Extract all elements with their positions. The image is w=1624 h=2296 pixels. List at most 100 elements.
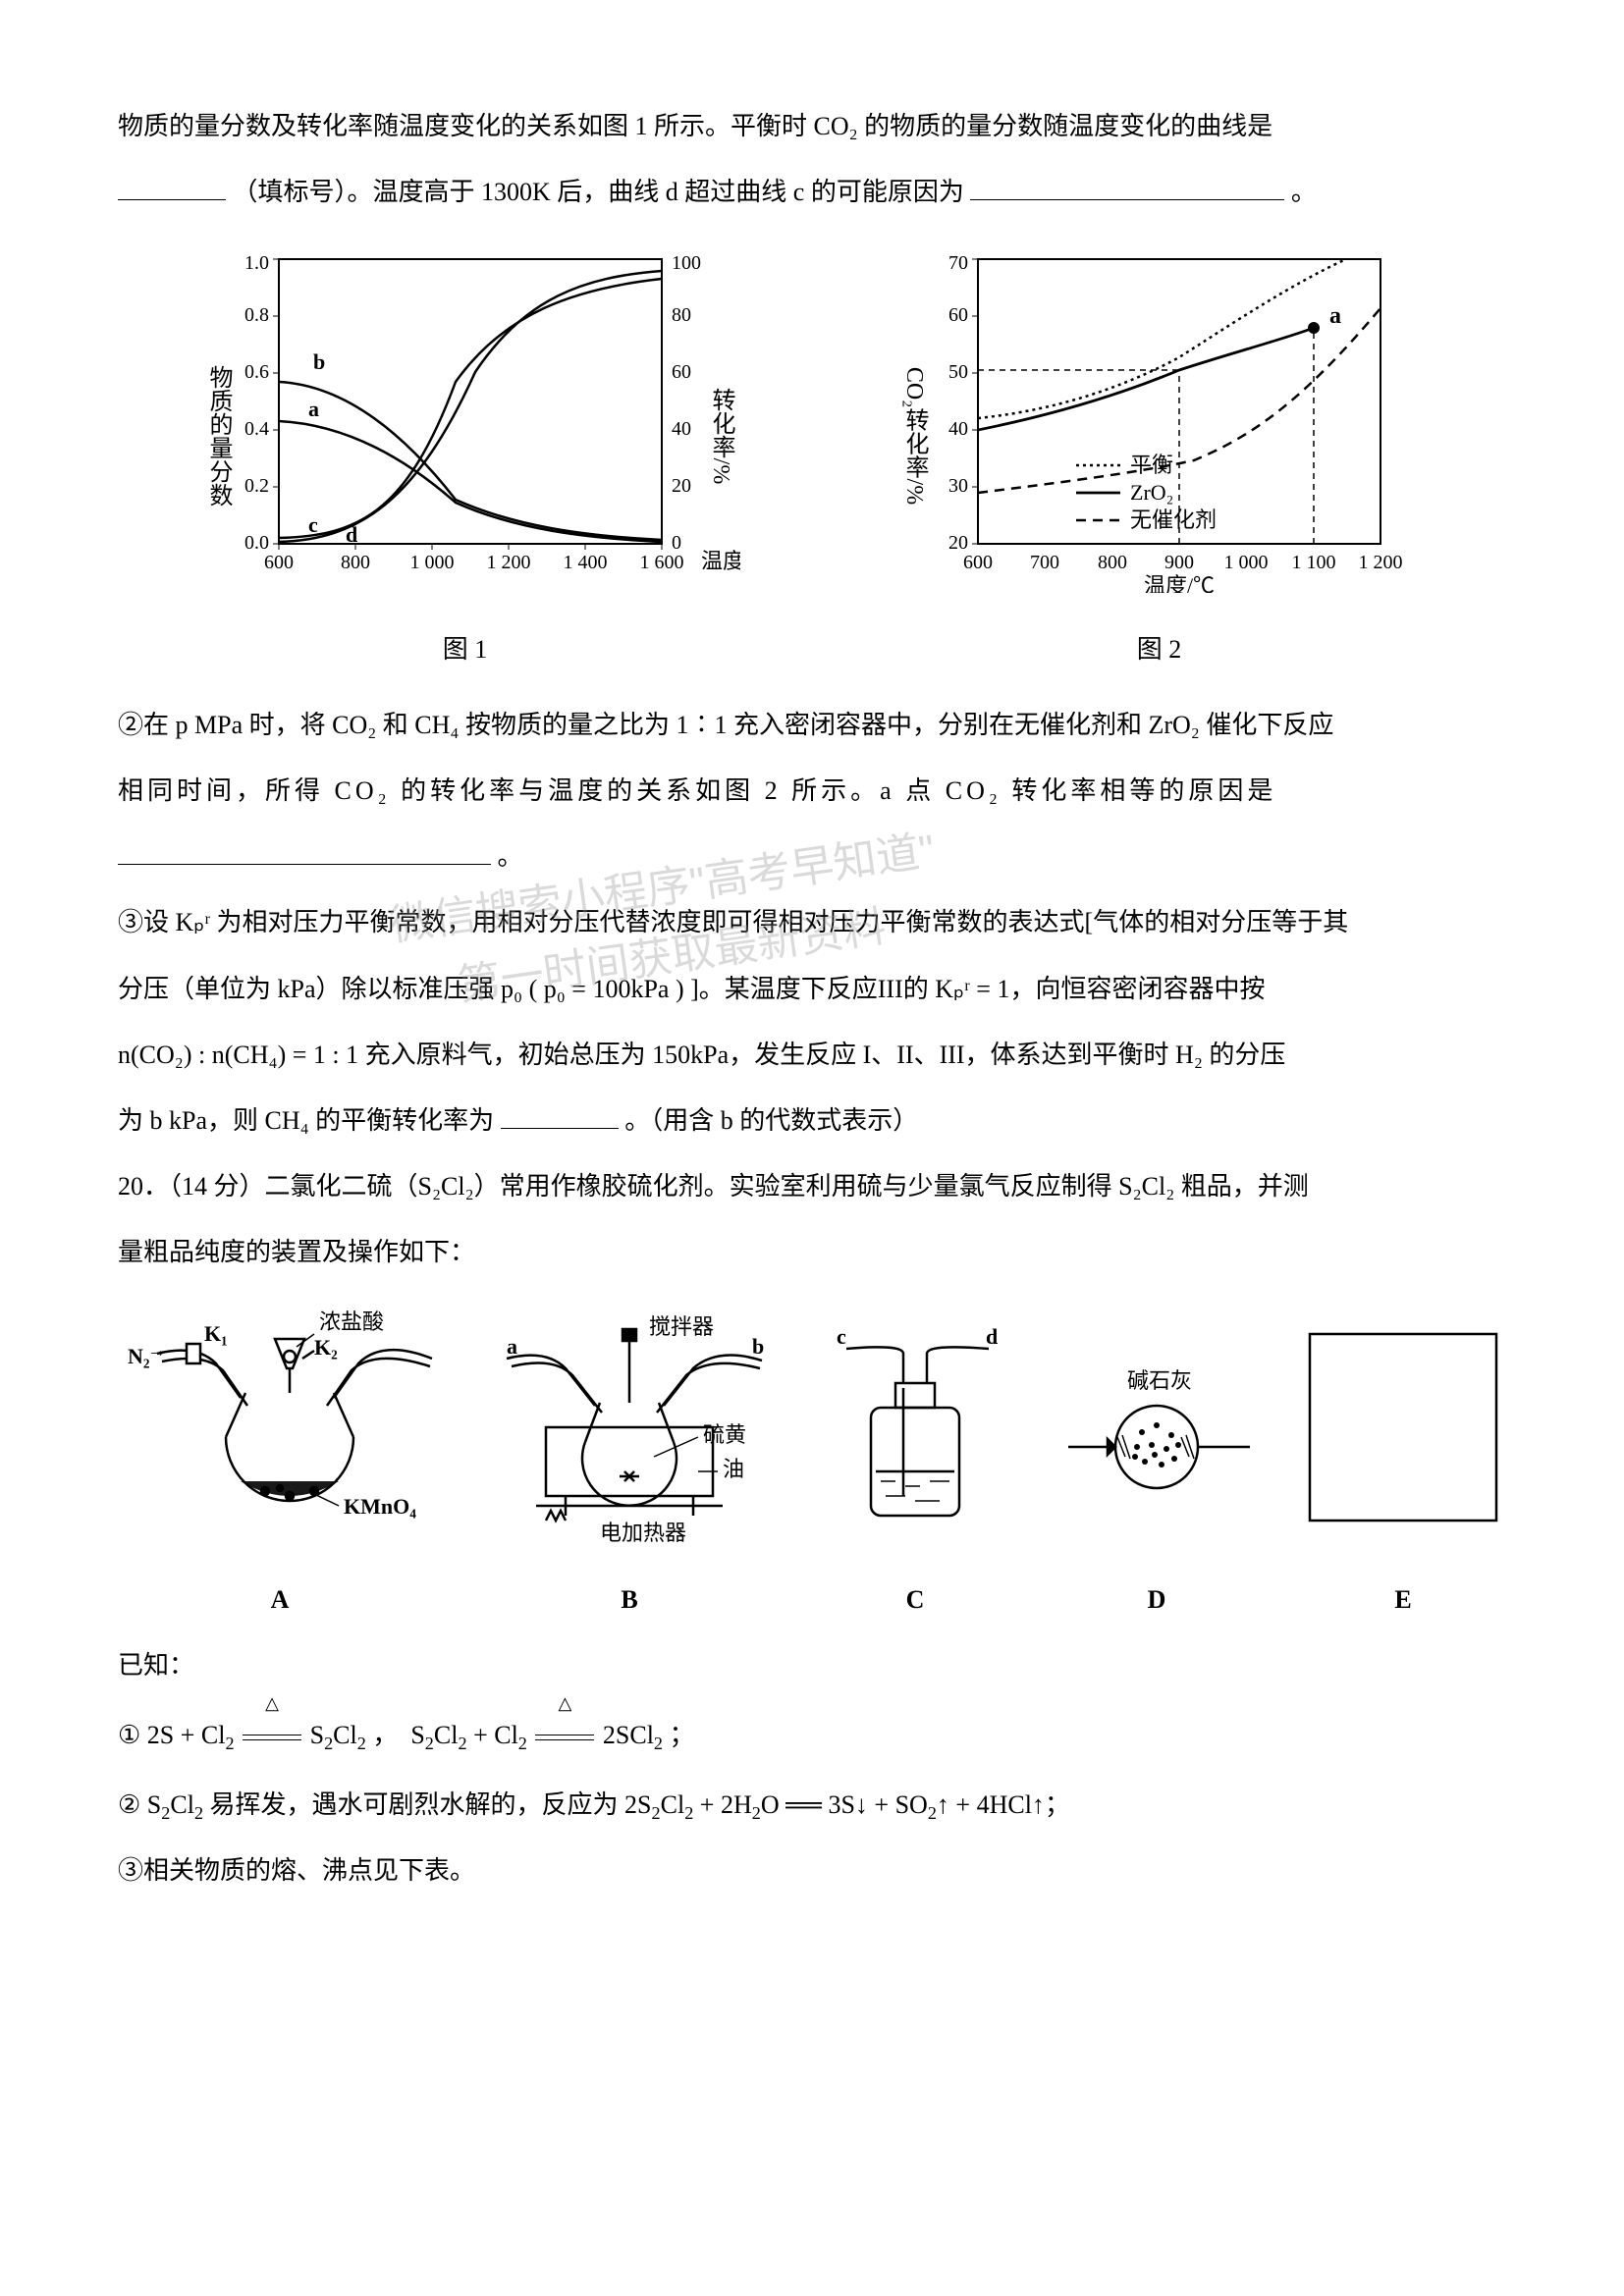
figure-2-block: 600700 800900 1 0001 100 1 200 2030 4050…	[885, 240, 1435, 676]
svg-text:1 200: 1 200	[486, 552, 530, 573]
apparatus-c-svg: c d	[817, 1300, 1013, 1545]
blank-1	[118, 169, 226, 200]
svg-text:70: 70	[948, 252, 968, 274]
svg-text:d: d	[346, 522, 357, 547]
para-2b: 相同时间，所得 CO₂ 的转化率与温度的关系如图 2 所示。a 点 CO₂ 转化…	[118, 763, 1506, 819]
svg-text:80: 80	[672, 304, 691, 326]
svg-text:电加热器: 电加热器	[600, 1521, 686, 1545]
fig1-y1label: 物质的量分数	[205, 365, 233, 507]
svg-text:K₂: K₂	[314, 1335, 338, 1360]
known-2: ② S2Cl2 易挥发，遇水可剧烈水解的，反应为 2S2Cl2 + 2H2O ═…	[118, 1777, 1506, 1833]
svg-text:100: 100	[672, 252, 701, 274]
blank-4	[501, 1097, 619, 1129]
q20-intro2-text: 量粗品纯度的装置及操作如下：	[118, 1238, 475, 1266]
intro-text: 物质的量分数及转化率随温度变化的关系如图 1 所示。平衡时 CO₂ 的物质的量分…	[118, 112, 1272, 140]
svg-text:1 600: 1 600	[639, 552, 683, 573]
para-2a: ②在 p MPa 时，将 CO₂ 和 CH₄ 按物质的量之比为 1∶1 充入密闭…	[118, 697, 1506, 753]
svg-text:20: 20	[672, 475, 691, 497]
apparatus-d-label: D	[1049, 1572, 1265, 1628]
svg-text:0.2: 0.2	[244, 475, 269, 497]
known-1: ① 2S + Cl2 S2Cl2 ， S2Cl2 + Cl2 2SCl2 ；	[118, 1703, 1506, 1767]
fig2-ylabel: CO₂转化率/%	[901, 367, 929, 505]
svg-text:a: a	[308, 397, 319, 421]
svg-text:0.4: 0.4	[244, 418, 269, 440]
svg-text:KMnO₄: KMnO₄	[344, 1494, 416, 1519]
svg-text:平衡: 平衡	[1130, 453, 1173, 477]
svg-text:b: b	[752, 1334, 764, 1359]
apparatus-b-svg: a b 搅拌器 硫黄 油 电加热器	[477, 1300, 782, 1545]
svg-text:600: 600	[963, 552, 993, 573]
svg-text:搅拌器: 搅拌器	[649, 1314, 714, 1339]
para-3a: ③设 Kₚʳ 为相对压力平衡常数，用相对分压代替浓度即可得相对压力平衡常数的表达…	[118, 894, 1506, 950]
svg-text:1 100: 1 100	[1291, 552, 1335, 573]
para-3b: 分压（单位为 kPa）除以标准压强 p₀ ( p₀ = 100kPa ) ]。某…	[118, 961, 1506, 1017]
svg-text:c: c	[308, 512, 318, 537]
para-3d-b-text: 。（用含 b 的代数式表示）	[624, 1106, 918, 1135]
apparatus-b: a b 搅拌器 硫黄 油 电加热器 B	[477, 1300, 782, 1627]
svg-text:1 200: 1 200	[1358, 552, 1402, 573]
para-2a-text: ②在 p MPa 时，将 CO₂ 和 CH₄ 按物质的量之比为 1∶1 充入密闭…	[118, 711, 1333, 739]
svg-text:40: 40	[948, 418, 968, 440]
para-3d-a-text: 为 b kPa，则 CH₄ 的平衡转化率为	[118, 1106, 494, 1135]
svg-text:700: 700	[1030, 552, 1059, 573]
svg-text:浓盐酸: 浓盐酸	[319, 1309, 384, 1334]
apparatus-e-label: E	[1300, 1572, 1506, 1628]
svg-text:ZrO₂: ZrO₂	[1130, 480, 1173, 505]
blank-2	[970, 169, 1284, 200]
q20-intro: 20．（14 分）二氯化二硫（S₂Cl₂）常用作橡胶硫化剂。实验室利用硫与少量氯…	[118, 1158, 1506, 1214]
q20-intro2: 量粗品纯度的装置及操作如下：	[118, 1224, 1506, 1280]
svg-text:0: 0	[672, 532, 681, 554]
blank-3	[118, 833, 491, 865]
svg-text:K₁: K₁	[204, 1321, 228, 1346]
figure-2-chart: 600700 800900 1 0001 100 1 200 2030 4050…	[885, 240, 1435, 593]
svg-text:无催化剂: 无催化剂	[1130, 507, 1217, 532]
para-3d: 为 b kPa，则 CH₄ 的平衡转化率为 。（用含 b 的代数式表示）	[118, 1093, 1506, 1148]
known-3-text: ③相关物质的熔、沸点见下表。	[118, 1856, 475, 1885]
apparatus-d: 碱石灰 D	[1049, 1300, 1265, 1627]
svg-text:0.8: 0.8	[244, 304, 269, 326]
apparatus-d-svg: 碱石灰	[1049, 1300, 1265, 1545]
svg-text:50: 50	[948, 361, 968, 383]
figure-1-caption: 图 1	[190, 621, 740, 677]
para-2b-text: 相同时间，所得 CO₂ 的转化率与温度的关系如图 2 所示。a 点 CO₂ 转化…	[118, 776, 1276, 805]
figures-row: 600 800 1 000 1 200 1 400 1 600 0.0 0.2 …	[118, 240, 1506, 676]
figure-1-chart: 600 800 1 000 1 200 1 400 1 600 0.0 0.2 …	[190, 240, 740, 593]
svg-text:碱石灰: 碱石灰	[1127, 1368, 1192, 1393]
known-label: 已知：	[118, 1637, 1506, 1693]
apparatus-c-label: C	[817, 1572, 1013, 1628]
apparatus-a-label: A	[118, 1572, 442, 1628]
figure-1-block: 600 800 1 000 1 200 1 400 1 600 0.0 0.2 …	[190, 240, 740, 676]
svg-text:60: 60	[948, 304, 968, 326]
svg-text:600: 600	[264, 552, 294, 573]
svg-text:20: 20	[948, 532, 968, 554]
svg-text:40: 40	[672, 418, 691, 440]
svg-text:c: c	[837, 1324, 846, 1349]
apparatus-e: E	[1300, 1300, 1506, 1627]
svg-text:900: 900	[1164, 552, 1194, 573]
svg-text:a: a	[507, 1334, 517, 1359]
apparatus-c: c d C	[817, 1300, 1013, 1627]
apparatus-row: N₂ → K₁ K₂ 浓盐酸 KMnO₄ A	[118, 1300, 1506, 1627]
intro-text-2a: （填标号）。温度高于 1300K 后，曲线 d 超过曲线 c 的可能原因为	[233, 178, 964, 206]
para-3b-text: 分压（单位为 kPa）除以标准压强 p₀ ( p₀ = 100kPa ) ]。某…	[118, 975, 1265, 1003]
para-3a-text: ③设 Kₚʳ 为相对压力平衡常数，用相对分压代替浓度即可得相对压力平衡常数的表达…	[118, 908, 1348, 936]
known-3: ③相关物质的熔、沸点见下表。	[118, 1842, 1506, 1898]
fig1-xlabel: 温度	[701, 549, 740, 573]
apparatus-a: N₂ → K₁ K₂ 浓盐酸 KMnO₄ A	[118, 1300, 442, 1627]
intro-paragraph: 物质的量分数及转化率随温度变化的关系如图 1 所示。平衡时 CO₂ 的物质的量分…	[118, 98, 1506, 154]
svg-text:油: 油	[723, 1457, 744, 1481]
apparatus-e-svg	[1300, 1300, 1506, 1545]
para-2c-end: 。	[498, 842, 523, 871]
intro-text-2b: 。	[1291, 178, 1317, 206]
svg-text:b: b	[313, 349, 325, 374]
svg-text:→: →	[147, 1340, 167, 1362]
para-2c: 。	[118, 828, 1506, 884]
svg-text:60: 60	[672, 361, 691, 383]
fig1-y2label: 转化率/%	[708, 388, 735, 485]
svg-text:0.6: 0.6	[244, 361, 269, 383]
apparatus-a-svg: N₂ → K₁ K₂ 浓盐酸 KMnO₄	[118, 1300, 442, 1545]
known-label-text: 已知：	[118, 1651, 194, 1680]
q20-intro-text: 20．（14 分）二氯化二硫（S₂Cl₂）常用作橡胶硫化剂。实验室利用硫与少量氯…	[118, 1172, 1309, 1201]
svg-text:30: 30	[948, 475, 968, 497]
fig2-xlabel: 温度/℃	[1143, 573, 1214, 593]
